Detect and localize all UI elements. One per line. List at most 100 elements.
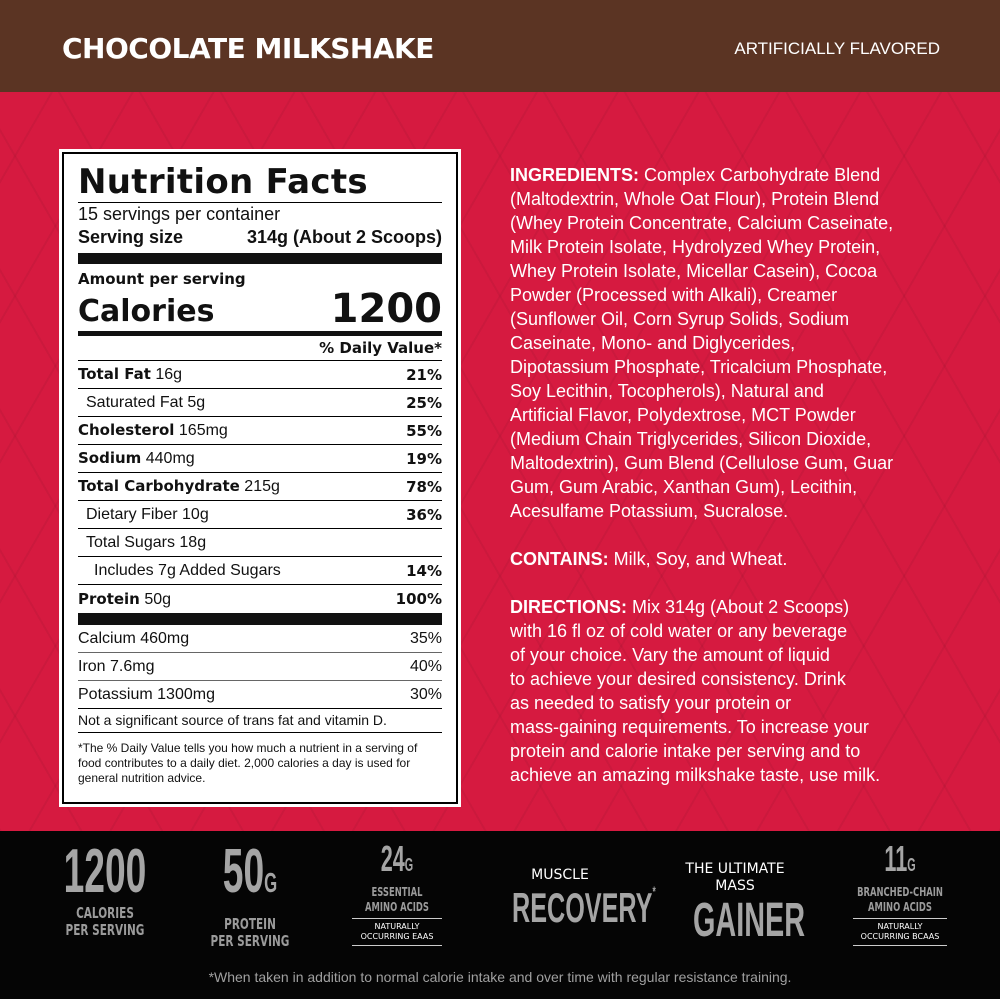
nutrient-daily-value: 19% <box>406 449 442 468</box>
nutrient-label: Sodium 440mg <box>78 449 195 468</box>
daily-value-footnote: *The % Daily Value tells you how much a … <box>78 741 418 785</box>
ingredients-line-text: (Medium Chain Triglycerides, Silicon Dio… <box>510 429 872 449</box>
nutrient-row: Sodium 440mg 19% <box>78 445 442 473</box>
ingredients-line-text: Powder (Processed with Alkali), Creamer <box>510 285 838 305</box>
nutrition-facts-panel: Nutrition Facts 15 servings per containe… <box>59 149 461 807</box>
badge-line: MUSCLE <box>531 867 589 883</box>
mineral-label: Calcium 460mg <box>78 629 190 647</box>
nutrient-daily-value: 14% <box>406 561 442 580</box>
badge-unit: G <box>264 867 278 898</box>
badge-value: 1200 <box>63 837 147 906</box>
calories-value: 1200 <box>330 286 442 332</box>
ingredients-line-text: Gum, Gum Arabic, Xanthan Gum), Lecithin, <box>510 477 858 497</box>
ingredients-line: Maltodextrin), Gum Blend (Cellulose Gum,… <box>510 451 960 475</box>
nutrient-label: Saturated Fat 5g <box>78 394 205 412</box>
nutrient-name: Total Sugars <box>86 533 175 551</box>
directions-line: mass-gaining requirements. To increase y… <box>510 715 960 739</box>
directions-line-text: as needed to satisfy your protein or <box>510 693 792 713</box>
directions-line-text: Mix 314g (About 2 Scoops) <box>627 597 850 617</box>
badge-line: AMINO ACIDS <box>868 900 932 914</box>
nutrient-amount: 215g <box>244 478 280 495</box>
mineral-row: Calcium 460mg 35% <box>78 625 442 653</box>
serving-size-value: 314g (About 2 Scoops) <box>246 227 442 247</box>
eaa-badge: 24G ESSENTIAL AMINO ACIDS NATURALLY OCCUR… <box>345 839 449 946</box>
ingredients-line: Acesulfame Potassium, Sucralose. <box>510 499 960 523</box>
contains-line: CONTAINS: Milk, Soy, and Wheat. <box>510 547 960 571</box>
directions-line: as needed to satisfy your protein or <box>510 691 960 715</box>
nutrient-daily-value: 55% <box>406 421 442 440</box>
ingredients-line: Dipotassium Phosphate, Tricalcium Phosph… <box>510 355 960 379</box>
calories-row: Calories 1200 <box>78 288 442 330</box>
header-band: CHOCOLATE MILKSHAKE ARTIFICIALLY FLAVORE… <box>0 0 1000 92</box>
badge-box-line: NATURALLY <box>374 922 420 931</box>
trans-fat-note: Not a significant source of trans fat an… <box>78 709 442 733</box>
nutrient-daily-value: 36% <box>406 505 442 524</box>
nutrient-amount: 5g <box>187 393 206 411</box>
directions-line-text: mass-gaining requirements. To increase y… <box>510 717 869 737</box>
nutrient-amount: 10g <box>182 505 209 523</box>
nutrient-row: Saturated Fat 5g 25% <box>78 389 442 417</box>
mineral-daily-value: 35% <box>409 629 442 647</box>
badge-box-line: OCCURRING EAAS <box>360 932 434 941</box>
ingredients-label: INGREDIENTS: <box>510 165 640 185</box>
ingredients-text: INGREDIENTS: Complex Carbohydrate Blend (… <box>510 163 960 787</box>
nutrient-label: Cholesterol 165mg <box>78 421 228 440</box>
mineral-label: Potassium 1300mg <box>78 685 215 703</box>
contains-label: CONTAINS: <box>510 549 609 569</box>
badge-box-line: OCCURRING BCAAS <box>860 932 940 941</box>
nutrient-amount: 18g <box>179 533 207 551</box>
nutrient-amount: 16g <box>155 366 183 383</box>
badge-value: GAINER <box>693 894 806 947</box>
flavor-title: CHOCOLATE MILKSHAKE <box>62 32 434 65</box>
directions-line-text: to achieve your desired consistency. Dri… <box>510 669 846 689</box>
gainer-badge: THE ULTIMATE MASS GAINER <box>665 861 805 947</box>
nutrient-label: Dietary Fiber 10g <box>78 506 209 524</box>
directions-line-text: achieve an amazing milkshake taste, use … <box>510 765 881 785</box>
servings-per-container: 15 servings per container <box>78 204 281 224</box>
directions-line-text: of your choice. Vary the amount of liqui… <box>510 645 830 665</box>
nutrient-amount: 50g <box>144 590 172 608</box>
directions-line: of your choice. Vary the amount of liqui… <box>510 643 960 667</box>
badge-line: THE ULTIMATE <box>685 861 785 877</box>
ingredients-line-text: Artificial Flavor, Polydextrose, MCT Pow… <box>510 405 856 425</box>
disclaimer: *When taken in addition to normal calori… <box>208 969 792 985</box>
nutrient-name: Total Fat <box>78 365 151 383</box>
nutrient-name: Total Carbohydrate <box>78 477 240 495</box>
ingredients-line: Artificial Flavor, Polydextrose, MCT Pow… <box>510 403 960 427</box>
directions-line: to achieve your desired consistency. Dri… <box>510 667 960 691</box>
badge-line: PER SERVING <box>210 932 290 950</box>
nutrient-daily-value: 100% <box>395 590 442 608</box>
directions-line: protein and calorie intake per serving a… <box>510 739 960 763</box>
nutrient-row: Dietary Fiber 10g 36% <box>78 501 442 529</box>
nutrient-amount: 440mg <box>145 450 195 467</box>
badge-line: PER SERVING <box>65 921 145 939</box>
nutrient-daily-value: 25% <box>406 393 442 412</box>
ingredients-line-text: Complex Carbohydrate Blend <box>639 165 881 185</box>
ingredients-line: Powder (Processed with Alkali), Creamer <box>510 283 960 307</box>
nutrient-daily-value: 21% <box>406 365 442 384</box>
ingredients-line: Whey Protein Isolate, Micellar Casein), … <box>510 259 960 283</box>
protein-badge: 50G PROTEIN PER SERVING <box>190 839 310 950</box>
nutrient-row: Cholesterol 165mg 55% <box>78 417 442 445</box>
mineral-daily-value: 40% <box>409 657 442 675</box>
ingredients-line: INGREDIENTS: Complex Carbohydrate Blend <box>510 163 960 187</box>
badge-line: BRANCHED-CHAIN <box>857 885 943 899</box>
nutrient-name: Cholesterol <box>78 421 175 439</box>
nutrient-label: Includes 7g Added Sugars <box>78 562 281 580</box>
directions-line: DIRECTIONS: Mix 314g (About 2 Scoops) <box>510 595 960 619</box>
amount-per-serving: Amount per serving <box>78 270 246 288</box>
serving-size: Serving size 314g (About 2 Scoops) <box>78 225 442 249</box>
badge-box-line: NATURALLY <box>877 922 923 931</box>
ingredients-line-text: (Whey Protein Concentrate, Calcium Casei… <box>510 213 894 233</box>
ingredients-line: (Sunflower Oil, Corn Syrup Solids, Sodiu… <box>510 307 960 331</box>
nutrient-daily-value: 78% <box>406 477 442 496</box>
badge-line: AMINO ACIDS <box>365 900 429 914</box>
calories-label: Calories <box>78 294 215 329</box>
badge-line: ESSENTIAL <box>371 885 423 899</box>
flavor-note: ARTIFICIALLY FLAVORED <box>734 39 940 58</box>
nutrient-row: Total Sugars 18g <box>78 529 442 557</box>
ingredients-line: (Whey Protein Concentrate, Calcium Casei… <box>510 211 960 235</box>
badge-unit: G <box>404 855 414 875</box>
divider <box>78 253 442 264</box>
ingredients-line-text: (Sunflower Oil, Corn Syrup Solids, Sodiu… <box>510 309 850 329</box>
